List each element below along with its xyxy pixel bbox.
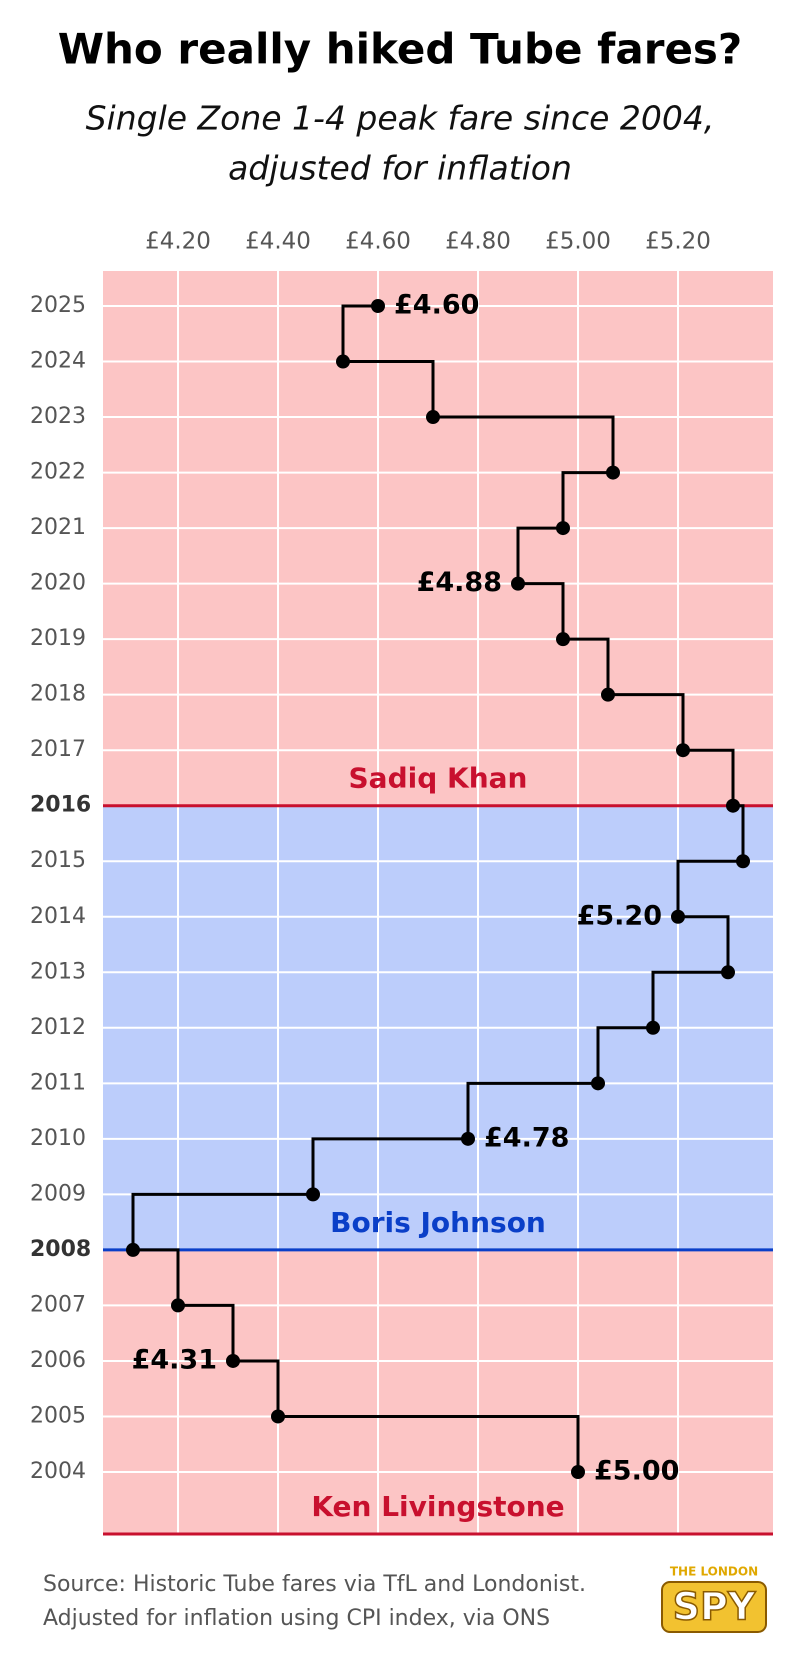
y-tick-label: 2006	[30, 1348, 86, 1373]
y-tick-label: 2008	[30, 1237, 91, 1262]
data-label: £5.00	[594, 1456, 679, 1487]
fare-point	[336, 354, 350, 369]
fare-point	[591, 1076, 605, 1091]
y-tick-label: 2023	[30, 404, 86, 429]
logo-box	[661, 1581, 767, 1633]
y-tick-label: 2012	[30, 1015, 86, 1040]
fare-point	[556, 521, 570, 536]
fare-point	[721, 965, 735, 980]
fare-point	[676, 743, 690, 758]
chart-subtitle: adjusted for inflation	[228, 149, 572, 188]
chart-title: Who really hiked Tube fares?	[58, 25, 743, 74]
y-tick-label: 2015	[30, 848, 86, 873]
y-tick-label: 2022	[30, 460, 86, 485]
x-tick-label: £5.00	[545, 229, 611, 255]
fare-point	[646, 1020, 660, 1035]
y-tick-label: 2004	[30, 1459, 86, 1484]
fare-line	[131, 304, 745, 1472]
era-label: Sadiq Khan	[349, 762, 528, 795]
logo-main: SPY	[673, 1585, 756, 1629]
data-label: £5.20	[577, 900, 662, 931]
era-label: Ken Livingstone	[311, 1490, 564, 1523]
y-tick-label: 2016	[30, 793, 91, 818]
fare-point	[736, 854, 750, 869]
x-tick-label: £5.20	[645, 229, 711, 255]
data-label: £4.31	[132, 1344, 217, 1375]
y-tick-label: 2017	[30, 737, 86, 762]
x-tick-label: £4.40	[245, 229, 311, 255]
x-tick-label: £4.80	[445, 229, 511, 255]
fare-point	[461, 1131, 475, 1146]
y-tick-label: 2020	[30, 571, 86, 596]
y-tick-label: 2024	[30, 349, 86, 374]
fare-point	[511, 576, 525, 591]
y-tick-label: 2007	[30, 1292, 86, 1317]
source-note: Source: Historic Tube fares via TfL and …	[43, 1572, 586, 1597]
x-tick-label: £4.20	[145, 229, 211, 255]
fare-point	[606, 465, 620, 480]
fare-point	[556, 632, 570, 647]
y-tick-label: 2010	[30, 1126, 86, 1151]
fare-point	[571, 1465, 585, 1479]
era-label: Boris Johnson	[330, 1206, 546, 1239]
fare-point	[171, 1298, 185, 1313]
fare-point	[671, 909, 685, 924]
y-tick-label: 2011	[30, 1070, 86, 1095]
y-tick-label: 2014	[30, 904, 86, 929]
era-band	[103, 271, 773, 806]
y-tick-label: 2005	[30, 1403, 86, 1428]
fare-point	[726, 798, 740, 813]
fare-point	[601, 687, 615, 702]
chart-subtitle: Single Zone 1-4 peak fare since 2004,	[86, 99, 715, 138]
fare-point	[306, 1187, 320, 1202]
fare-point	[226, 1353, 240, 1368]
logo-top: THE LONDON	[670, 1565, 758, 1579]
source-note: Adjusted for inflation using CPI index, …	[43, 1606, 550, 1631]
data-label: £4.78	[484, 1122, 569, 1153]
y-tick-label: 2018	[30, 682, 86, 707]
y-tick-label: 2021	[30, 515, 86, 540]
fare-point	[371, 299, 385, 313]
y-tick-label: 2013	[30, 959, 86, 984]
y-tick-label: 2009	[30, 1181, 86, 1206]
fare-point	[271, 1409, 285, 1424]
fare-point	[426, 410, 440, 425]
logo: THE LONDON SPY	[661, 1565, 767, 1633]
era-band	[103, 1249, 773, 1534]
data-label: £4.88	[417, 567, 502, 598]
data-label: £4.60	[394, 290, 479, 321]
y-tick-label: 2025	[30, 293, 86, 318]
y-tick-label: 2019	[30, 626, 86, 651]
x-tick-label: £4.60	[345, 229, 411, 255]
fare-point	[126, 1242, 140, 1257]
